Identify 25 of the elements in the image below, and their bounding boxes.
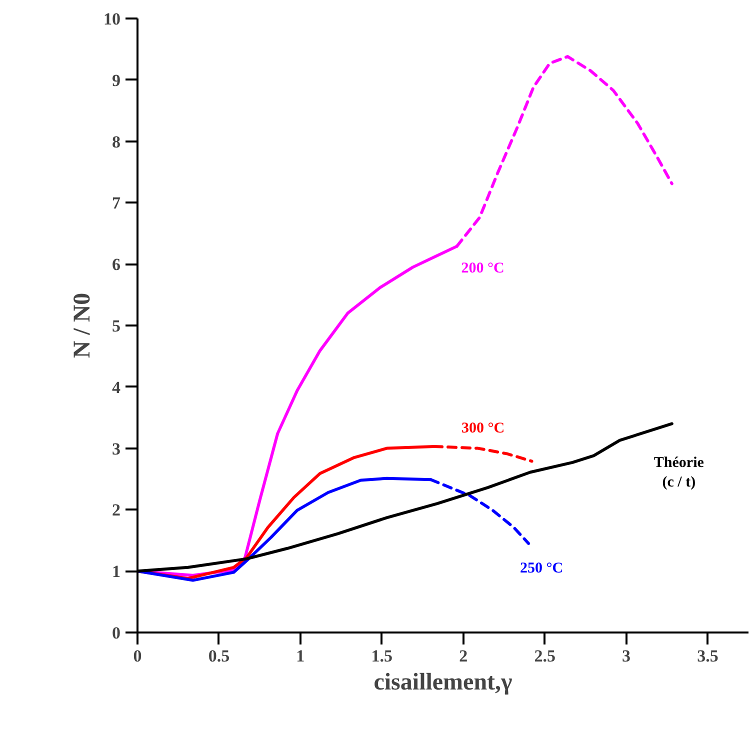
x-tick-label: 3.5	[697, 646, 718, 666]
y-tick-label: 1	[112, 562, 120, 582]
x-axis-title: cisaillement,γ	[374, 670, 512, 696]
x-tick-label: 1	[296, 646, 305, 666]
y-tick-label: 2	[112, 500, 120, 520]
x-tick-label: 2.5	[534, 646, 556, 666]
x-tick-label: 0.5	[208, 646, 230, 666]
y-tick-label: 5	[112, 316, 120, 336]
series-label: 200 °C	[461, 260, 504, 276]
y-tick-label: 0	[112, 624, 120, 642]
series-label: Théorie (c / t)	[654, 455, 704, 490]
y-tick-label: 7	[112, 194, 121, 213]
y-tick-label: 6	[112, 255, 120, 274]
x-tick-label: 1.5	[371, 646, 393, 666]
x-tick-label: 2	[459, 646, 468, 666]
y-tick-label: 8	[112, 132, 120, 152]
y-tick-label: 10	[104, 10, 120, 28]
y-axis-title: N / N0	[70, 292, 96, 358]
x-tick-label: 0	[133, 646, 142, 666]
y-tick-label: 9	[112, 70, 120, 90]
y-tick-label: 3	[112, 439, 120, 458]
series-label: 300 °C	[462, 420, 505, 436]
series-label: 250 °C	[520, 560, 564, 576]
x-tick-label: 3	[622, 646, 631, 666]
y-tick-label: 4	[112, 378, 121, 397]
